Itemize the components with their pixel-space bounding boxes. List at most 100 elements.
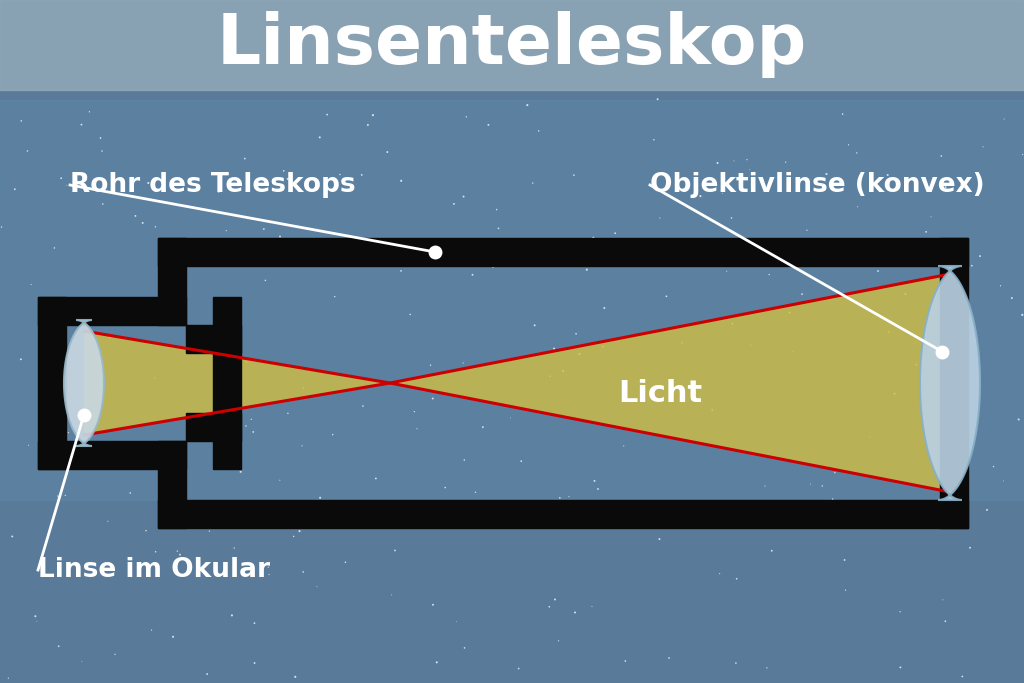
Point [488, 204, 505, 215]
Point [124, 455, 140, 466]
Point [594, 251, 610, 262]
Point [29, 616, 45, 627]
Bar [158, 441, 186, 528]
Point [651, 533, 668, 544]
Point [907, 337, 924, 348]
Point [456, 455, 472, 466]
Point [931, 372, 947, 382]
Point [387, 545, 403, 556]
Point [291, 526, 307, 537]
Point [931, 404, 947, 415]
Point [937, 616, 953, 627]
Point [940, 249, 956, 260]
Point [74, 656, 90, 667]
Point [92, 133, 109, 143]
Point [585, 232, 601, 243]
Point [28, 611, 44, 622]
Point [326, 229, 342, 240]
Point [705, 404, 721, 415]
Point [814, 480, 830, 491]
Point [146, 372, 163, 383]
Point [711, 234, 727, 245]
Point [106, 649, 123, 660]
Point [526, 320, 543, 331]
Point [595, 342, 611, 352]
Point [712, 568, 728, 579]
Point [50, 641, 67, 652]
Point [646, 135, 663, 145]
Point [384, 589, 400, 600]
Point [94, 145, 111, 156]
Point [996, 113, 1013, 124]
Point [892, 607, 908, 617]
Point [199, 669, 215, 680]
Polygon shape [390, 274, 950, 492]
Point [541, 601, 557, 612]
Polygon shape [84, 331, 390, 435]
Point [325, 429, 341, 440]
Point [456, 191, 472, 202]
Point [295, 382, 311, 393]
Point [547, 594, 563, 605]
Point [607, 227, 624, 238]
Point [887, 389, 903, 400]
Point [1014, 309, 1024, 320]
Point [511, 663, 527, 674]
Point [127, 210, 143, 221]
Point [979, 505, 995, 516]
Point [757, 481, 773, 492]
Point [962, 542, 978, 553]
Point [457, 643, 473, 654]
Point [449, 616, 465, 627]
Point [838, 585, 854, 596]
Point [458, 111, 474, 122]
Point [799, 225, 815, 236]
Point [784, 346, 801, 357]
Point [455, 358, 471, 369]
Point [837, 555, 853, 566]
Point [409, 423, 425, 434]
Point [881, 326, 897, 337]
Point [797, 371, 813, 382]
Point [228, 236, 245, 247]
Point [692, 191, 709, 201]
Point [590, 484, 606, 494]
Point [849, 148, 865, 158]
Point [165, 631, 181, 642]
Point [554, 497, 570, 507]
Point [134, 217, 151, 228]
Point [596, 303, 612, 313]
Point [724, 318, 740, 329]
Point [261, 569, 278, 580]
Point [218, 225, 234, 236]
Point [728, 658, 744, 669]
Point [862, 432, 879, 443]
Bar [158, 238, 968, 266]
Point [524, 178, 541, 189]
Point [337, 557, 353, 568]
Point [579, 264, 595, 275]
Point [941, 334, 957, 345]
Bar [186, 413, 241, 441]
Point [777, 156, 794, 167]
Point [480, 120, 497, 130]
Point [957, 399, 974, 410]
Bar [158, 500, 968, 528]
Point [50, 490, 67, 501]
Point [23, 279, 39, 290]
Text: Licht: Licht [617, 378, 702, 408]
Point [102, 332, 119, 343]
Point [904, 243, 921, 254]
Point [485, 262, 502, 273]
Point [985, 461, 1001, 472]
Point [258, 183, 274, 194]
Point [12, 354, 29, 365]
Point [874, 311, 891, 322]
Text: Linse im Okular: Linse im Okular [38, 557, 270, 583]
Point [20, 440, 37, 451]
Point [615, 441, 632, 451]
Bar [158, 238, 186, 325]
Point [584, 601, 600, 612]
Point [923, 211, 939, 222]
Point [710, 158, 726, 169]
